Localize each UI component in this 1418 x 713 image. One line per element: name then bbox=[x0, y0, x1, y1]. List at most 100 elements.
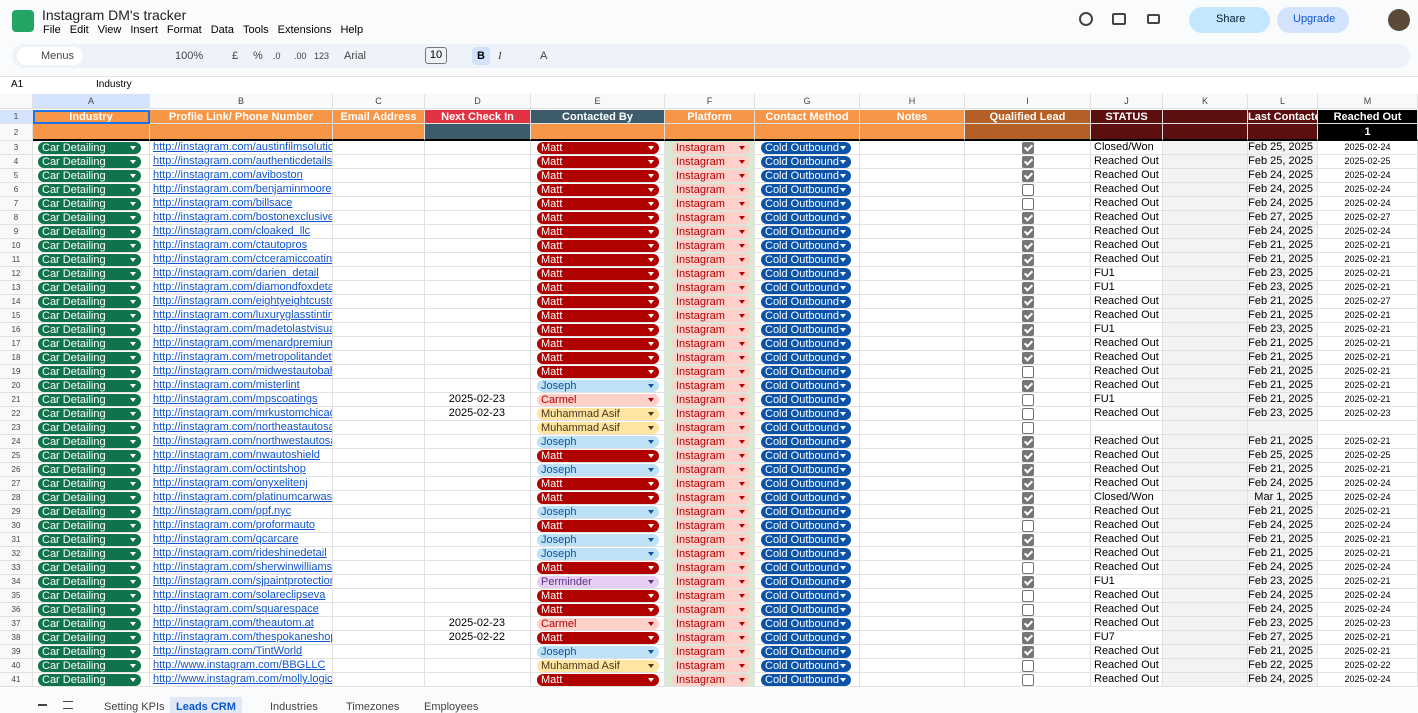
cell[interactable] bbox=[965, 477, 1091, 491]
header-cell[interactable] bbox=[860, 124, 965, 141]
cell[interactable]: Reached Out bbox=[1091, 351, 1163, 365]
cell[interactable]: 2025-02-21 bbox=[1318, 505, 1418, 519]
cell[interactable]: Car Detailing bbox=[33, 309, 150, 323]
cell[interactable]: Reached Out bbox=[1091, 463, 1163, 477]
cell[interactable] bbox=[860, 561, 965, 575]
header-cell[interactable] bbox=[333, 124, 425, 141]
dropdown-chip[interactable]: Matt bbox=[537, 268, 659, 280]
dropdown-chip[interactable]: Instagram bbox=[672, 296, 750, 308]
cell[interactable]: Car Detailing bbox=[33, 295, 150, 309]
cell[interactable]: Car Detailing bbox=[33, 463, 150, 477]
cell[interactable] bbox=[333, 575, 425, 589]
cell[interactable]: http://instagram.com/menardpremiumdetail… bbox=[150, 337, 333, 351]
dropdown-chip[interactable]: Car Detailing bbox=[38, 660, 141, 672]
cell[interactable]: Cold Outbound bbox=[755, 631, 860, 645]
cell[interactable]: 2025-02-24 bbox=[1318, 603, 1418, 617]
menu-item[interactable]: Insert bbox=[130, 24, 158, 36]
cell[interactable]: Instagram bbox=[665, 575, 755, 589]
cell[interactable]: 2025-02-25 bbox=[1318, 449, 1418, 463]
checkbox[interactable] bbox=[1022, 576, 1034, 588]
cell[interactable]: Reached Out bbox=[1091, 477, 1163, 491]
cell[interactable]: Matt bbox=[531, 351, 665, 365]
cell[interactable]: http://instagram.com/ppf.nyc bbox=[150, 505, 333, 519]
header-cell[interactable] bbox=[755, 124, 860, 141]
cell[interactable]: Reached Out bbox=[1091, 617, 1163, 631]
checkbox[interactable] bbox=[1022, 366, 1034, 378]
cell[interactable] bbox=[860, 379, 965, 393]
cell[interactable] bbox=[965, 519, 1091, 533]
dropdown-chip[interactable]: Instagram bbox=[672, 380, 750, 392]
bold[interactable]: B bbox=[472, 47, 490, 65]
cell[interactable] bbox=[965, 239, 1091, 253]
cell[interactable]: http://instagram.com/austinfilmsolutions bbox=[150, 141, 333, 155]
cell[interactable] bbox=[425, 603, 531, 617]
cell[interactable] bbox=[333, 491, 425, 505]
dropdown-chip[interactable]: Matt bbox=[537, 562, 659, 574]
dropdown-chip[interactable]: Cold Outbound bbox=[761, 142, 851, 154]
row-number[interactable]: 7 bbox=[0, 197, 33, 211]
row-number[interactable]: 34 bbox=[0, 575, 33, 589]
cell[interactable]: http://www.instagram.com/molly.logic bbox=[150, 673, 333, 687]
cell[interactable]: Instagram bbox=[665, 407, 755, 421]
cell[interactable]: 2025-02-23 bbox=[425, 617, 531, 631]
row-number[interactable]: 13 bbox=[0, 281, 33, 295]
row-number[interactable]: 14 bbox=[0, 295, 33, 309]
column-header[interactable]: E bbox=[531, 94, 665, 109]
profile-link[interactable]: http://instagram.com/darien_detail bbox=[153, 267, 319, 279]
cell[interactable]: Car Detailing bbox=[33, 393, 150, 407]
cell[interactable]: Cold Outbound bbox=[755, 533, 860, 547]
cell[interactable]: http://instagram.com/nwautoshield bbox=[150, 449, 333, 463]
cell[interactable]: Feb 27, 2025 bbox=[1248, 211, 1318, 225]
checkbox[interactable] bbox=[1022, 170, 1034, 182]
dropdown-chip[interactable]: Joseph bbox=[537, 380, 659, 392]
dropdown-chip[interactable]: Car Detailing bbox=[38, 674, 141, 686]
cell[interactable]: Matt bbox=[531, 225, 665, 239]
cell[interactable]: Matt bbox=[531, 155, 665, 169]
dropdown-chip[interactable]: Car Detailing bbox=[38, 282, 141, 294]
cell[interactable]: 2025-02-21 bbox=[1318, 309, 1418, 323]
dropdown-chip[interactable]: Instagram bbox=[672, 646, 750, 658]
cell[interactable]: http://instagram.com/TintWorld bbox=[150, 645, 333, 659]
cell[interactable]: Reached Out bbox=[1091, 505, 1163, 519]
cell[interactable]: Joseph bbox=[531, 533, 665, 547]
cell[interactable]: Instagram bbox=[665, 449, 755, 463]
cell[interactable]: Car Detailing bbox=[33, 379, 150, 393]
profile-link[interactable]: http://instagram.com/ctautopros bbox=[153, 239, 308, 251]
cell[interactable] bbox=[860, 435, 965, 449]
profile-link[interactable]: http://instagram.com/aviboston bbox=[153, 169, 303, 181]
cell[interactable] bbox=[965, 379, 1091, 393]
cell[interactable]: Matt bbox=[531, 183, 665, 197]
cell[interactable]: Instagram bbox=[665, 519, 755, 533]
checkbox[interactable] bbox=[1022, 352, 1034, 364]
cell[interactable]: 2025-02-24 bbox=[1318, 491, 1418, 505]
cell[interactable] bbox=[333, 239, 425, 253]
dropdown-chip[interactable]: Perminder bbox=[537, 576, 659, 588]
cell[interactable] bbox=[1163, 589, 1248, 603]
cell[interactable] bbox=[965, 435, 1091, 449]
cell[interactable] bbox=[333, 393, 425, 407]
dropdown-chip[interactable]: Car Detailing bbox=[38, 254, 141, 266]
profile-link[interactable]: http://instagram.com/sherwinwilliams bbox=[153, 561, 333, 573]
dropdown-chip[interactable]: Cold Outbound bbox=[761, 212, 851, 224]
cell[interactable]: Cold Outbound bbox=[755, 645, 860, 659]
cell[interactable] bbox=[860, 197, 965, 211]
dropdown-chip[interactable]: Instagram bbox=[672, 212, 750, 224]
cell[interactable]: Muhammad Asif bbox=[531, 407, 665, 421]
cell[interactable]: Reached Out bbox=[1091, 365, 1163, 379]
cell[interactable]: 2025-02-24 bbox=[1318, 561, 1418, 575]
dropdown-chip[interactable]: Car Detailing bbox=[38, 170, 141, 182]
cell[interactable]: Car Detailing bbox=[33, 561, 150, 575]
cell[interactable]: Cold Outbound bbox=[755, 239, 860, 253]
cell[interactable]: Instagram bbox=[665, 211, 755, 225]
cell[interactable] bbox=[860, 617, 965, 631]
cell[interactable]: Car Detailing bbox=[33, 477, 150, 491]
cell[interactable] bbox=[425, 659, 531, 673]
profile-link[interactable]: http://instagram.com/authenticdetailsatx bbox=[153, 155, 333, 167]
row-number[interactable]: 25 bbox=[0, 449, 33, 463]
dropdown-chip[interactable]: Instagram bbox=[672, 478, 750, 490]
cell[interactable] bbox=[965, 169, 1091, 183]
checkbox[interactable] bbox=[1022, 226, 1034, 238]
cell[interactable]: Reached Out bbox=[1091, 645, 1163, 659]
cell[interactable]: Feb 22, 2025 bbox=[1248, 659, 1318, 673]
cell[interactable] bbox=[425, 379, 531, 393]
